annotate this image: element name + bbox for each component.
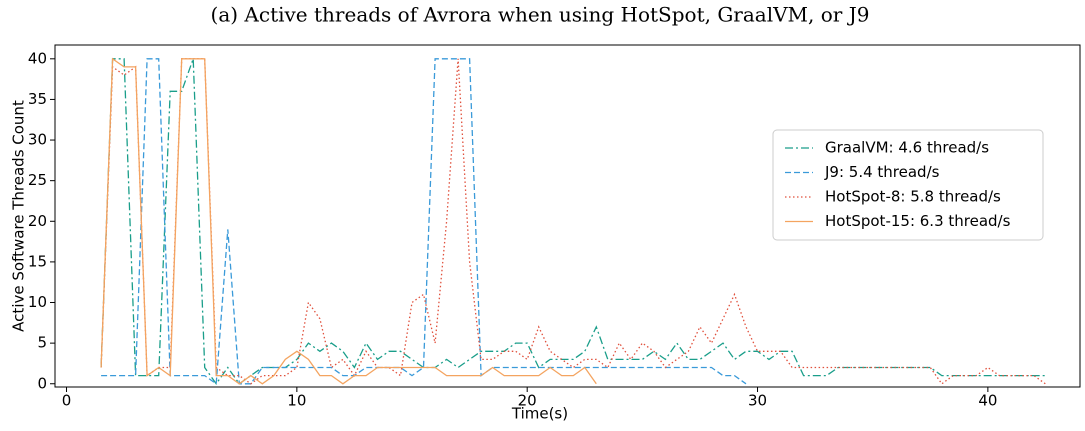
series-line (100, 58, 1046, 385)
series-line (100, 57, 597, 385)
legend: GraalVM: 4.6 thread/s J9: 5.4 thread/s Hot… (772, 129, 1044, 241)
x-tick-label: 30 (748, 392, 767, 410)
y-tick-label: 15 (28, 252, 47, 270)
y-tick-label: 25 (28, 171, 47, 189)
y-tick-label: 5 (37, 334, 47, 352)
y-tick-label: 20 (28, 212, 47, 230)
plot-frame (54, 44, 1081, 388)
x-tick-label: 40 (978, 392, 997, 410)
series-line (100, 58, 1046, 385)
chart-title: (a) Active threads of Avrora when using … (211, 3, 870, 27)
y-tick-label: 35 (28, 90, 47, 108)
x-tick-label: 0 (62, 392, 72, 410)
legend-label: HotSpot-8: 5.8 thread/s (825, 188, 1001, 206)
legend-box (772, 129, 1044, 241)
legend-label: HotSpot-15: 6.3 thread/s (825, 212, 1011, 230)
series-line (101, 58, 747, 385)
legend-label: GraalVM: 4.6 thread/s (825, 139, 989, 157)
y-axis-label: Active Software Threads Count (10, 100, 28, 332)
y-tick-label: 40 (28, 49, 47, 67)
y-tick-label: 30 (28, 131, 47, 149)
x-tick-label: 20 (518, 392, 537, 410)
legend-label: J9: 5.4 thread/s (824, 163, 940, 181)
y-tick-label: 10 (28, 293, 47, 311)
x-tick-label: 10 (287, 392, 306, 410)
x-axis-label: Time(s) (511, 405, 568, 423)
y-tick-label: 0 (37, 374, 47, 392)
